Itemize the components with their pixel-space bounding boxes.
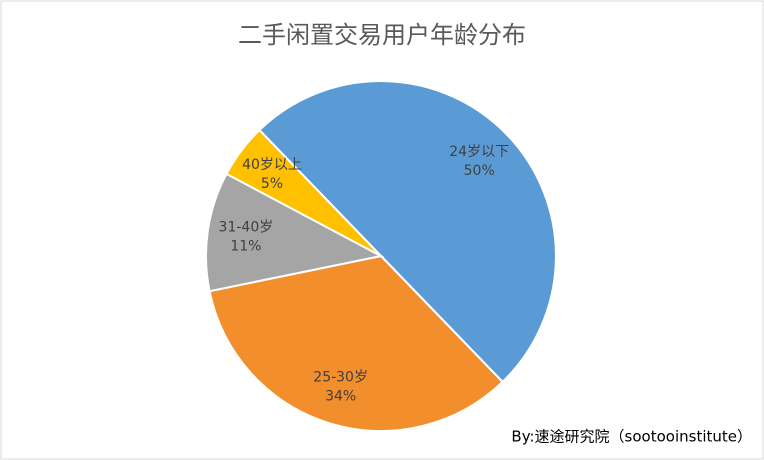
pie-slice	[225, 128, 382, 257]
slice-value-label: 34%	[325, 388, 356, 404]
slice-label: 24岁以下	[449, 144, 509, 160]
slice-value-label: 11%	[230, 239, 261, 255]
pie-slice	[208, 254, 504, 432]
pie-slice	[258, 80, 557, 384]
slice-label: 25-30岁	[313, 369, 368, 385]
chart-title: 二手闲置交易用户年龄分布	[238, 21, 526, 49]
slice-value-label: 50%	[464, 163, 495, 179]
slice-label: 31-40岁	[219, 220, 274, 236]
pie-slice	[205, 172, 384, 293]
slice-value-label: 5%	[261, 176, 283, 192]
source: By:速途研究院（sootooinstitute）	[511, 428, 752, 446]
slice-label: 40岁以上	[242, 157, 302, 173]
